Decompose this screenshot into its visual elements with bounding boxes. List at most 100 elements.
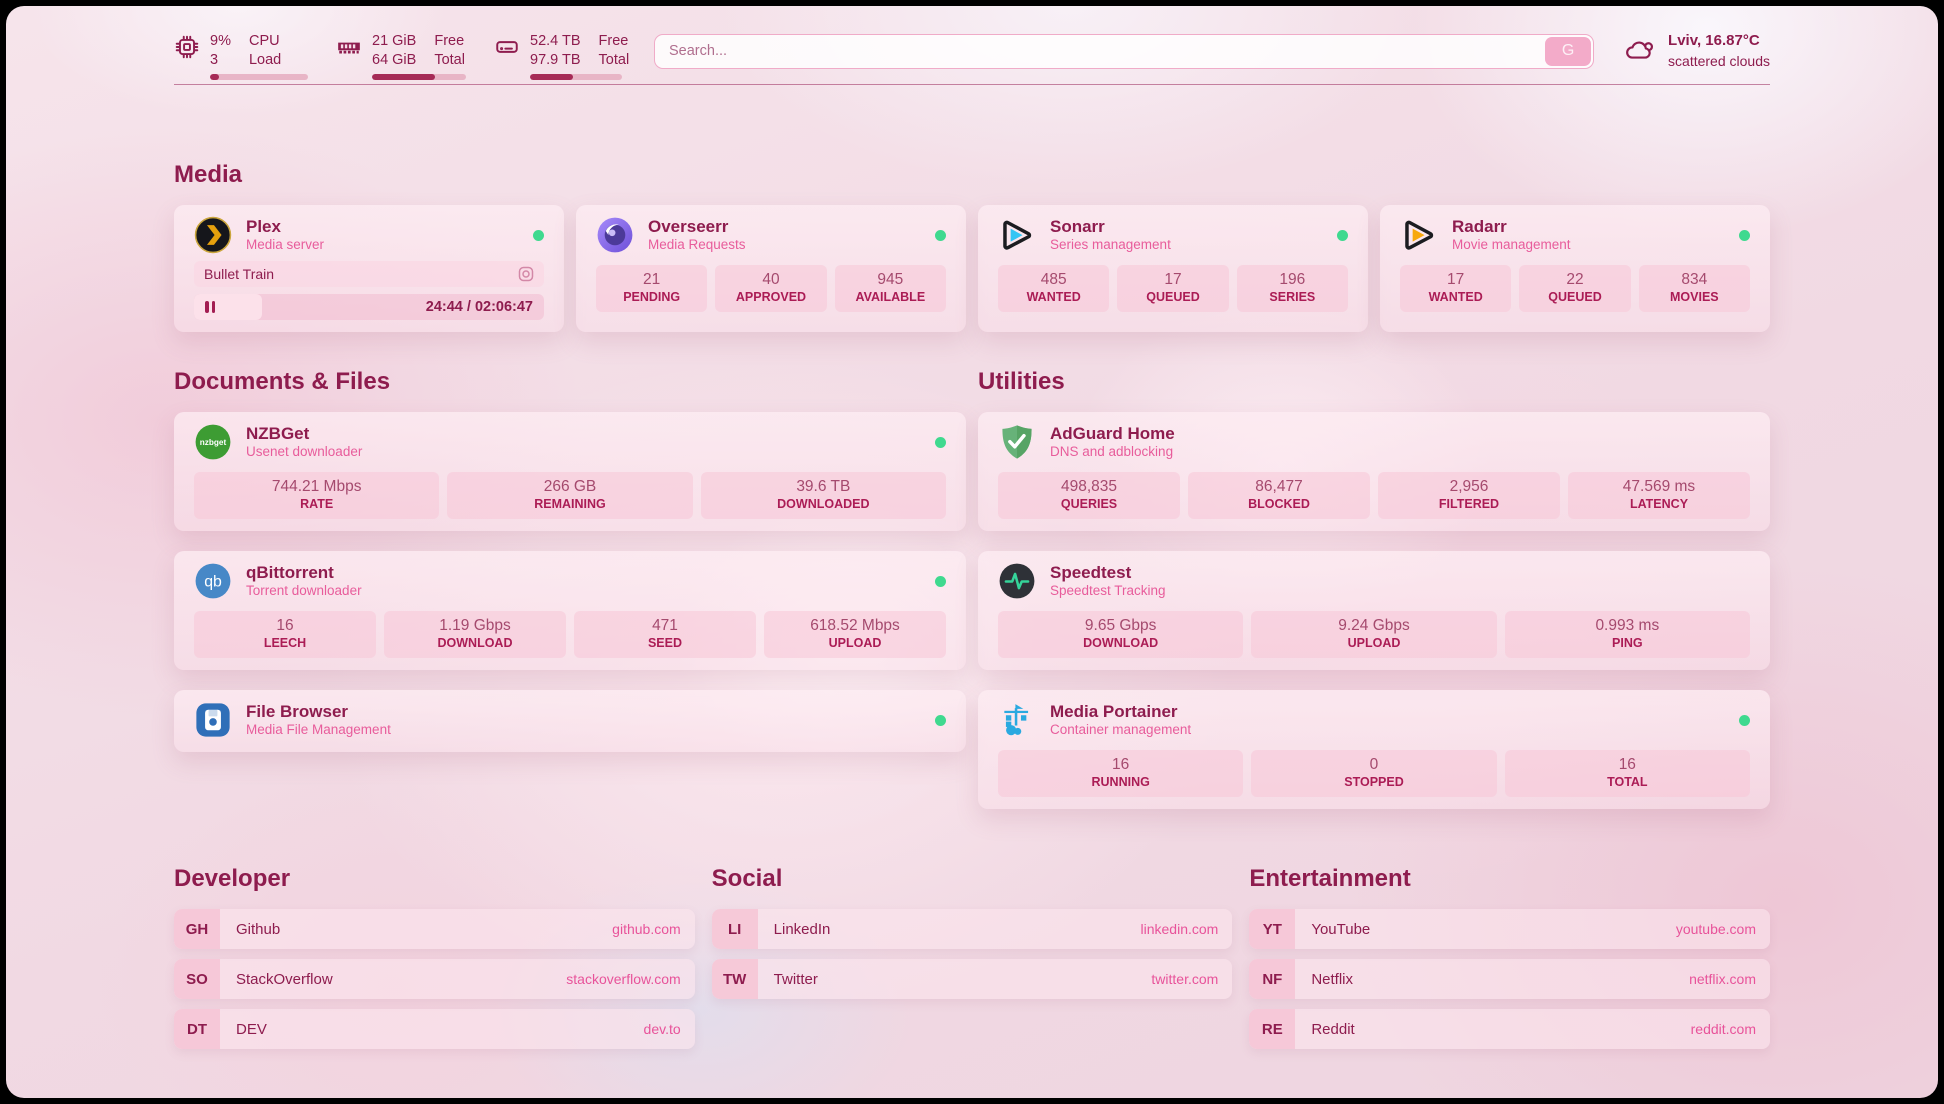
service-link-qbittorrent[interactable]: qb qBittorrent Torrent downloader [194, 561, 946, 601]
service-name: qBittorrent [246, 562, 334, 582]
disk-icon [494, 34, 520, 65]
service-link-portainer[interactable]: Media Portainer Container management [998, 700, 1750, 740]
bookmark-reddit[interactable]: RE Reddit reddit.com [1249, 1009, 1770, 1049]
service-card-plex: Plex Media server Bullet Train [174, 205, 564, 332]
service-desc: Container management [1050, 722, 1192, 738]
stat-value: 618.52 Mbps [810, 617, 900, 634]
disk-value: 52.4 TB [530, 33, 581, 50]
bookmark-url: stackoverflow.com [566, 971, 681, 987]
section-title-documents: Documents & Files [174, 368, 391, 395]
pause-icon[interactable] [205, 301, 215, 313]
bookmark-github[interactable]: GH Github github.com [174, 909, 695, 949]
service-name: AdGuard Home [1050, 423, 1175, 443]
memory-widget: 21 GiB 64 GiB Free Total [336, 32, 468, 80]
bookmark-url: dev.to [643, 1021, 681, 1037]
now-playing-row: Bullet Train [194, 261, 544, 287]
disk-progress-fill [530, 73, 574, 80]
stat-label: FILTERED [1438, 497, 1500, 511]
bookmark-youtube[interactable]: YT YouTube youtube.com [1249, 909, 1770, 949]
service-link-filebrowser[interactable]: File Browser Media File Management [194, 700, 946, 740]
service-name: Sonarr [1050, 216, 1105, 236]
service-name: Speedtest [1050, 562, 1132, 582]
stat-movies: 834 MOVIES [1638, 265, 1750, 312]
stat-total: 16 TOTAL [1504, 750, 1750, 797]
bookmark-abbr: NF [1249, 959, 1296, 999]
service-link-speedtest[interactable]: Speedtest Speedtest Tracking [998, 561, 1750, 601]
stat-label: QUERIES [1060, 497, 1118, 511]
service-link-nzbget[interactable]: nzbget NZBGet Usenet downloader [194, 422, 946, 462]
stat-rate: 744.21 Mbps RATE [194, 472, 440, 519]
status-dot [935, 714, 946, 726]
service-card-adguard: AdGuard Home DNS and adblocking 498,835 … [978, 412, 1770, 531]
stat-seed: 471 SEED [574, 611, 756, 658]
stat-value: 266 GB [543, 478, 597, 495]
disk-sub: 97.9 TB [530, 52, 581, 68]
stat-available: 945 AVAILABLE [834, 265, 946, 312]
bookmark-url: github.com [612, 921, 681, 937]
service-desc: Media File Management [246, 722, 391, 738]
memory-progress-track [372, 73, 466, 80]
stat-label: QUEUED [1146, 290, 1200, 304]
bookmark-url: youtube.com [1675, 921, 1756, 937]
stat-label: WANTED [1428, 290, 1483, 304]
stat-label: SERIES [1269, 290, 1316, 304]
sonarr-icon [998, 216, 1036, 254]
service-link-overseerr[interactable]: Overseerr Media Requests [596, 215, 946, 255]
bookmark-netflix[interactable]: NF Netflix netflix.com [1249, 959, 1770, 999]
memory-value: 21 GiB [372, 33, 417, 50]
bookmark-abbr: DT [174, 1009, 220, 1049]
stat-label: RUNNING [1091, 775, 1150, 789]
stat-pending: 21 PENDING [596, 265, 708, 312]
status-dot [1337, 229, 1348, 241]
stat-value: 0 [1369, 756, 1379, 773]
section-title-media: Media [174, 161, 243, 188]
bookmark-name: Github [236, 920, 281, 938]
cpu-widget: 9% 3 CPU Load [174, 32, 310, 80]
bookmark-twitter[interactable]: TW Twitter twitter.com [711, 959, 1233, 999]
status-dot [935, 575, 946, 587]
bookmark-stackoverflow[interactable]: SO StackOverflow stackoverflow.com [174, 959, 695, 999]
stat-upload: 618.52 Mbps UPLOAD [764, 611, 946, 658]
stat-value: 9.24 Gbps [1338, 617, 1410, 634]
stat-stopped: 0 STOPPED [1251, 750, 1497, 797]
stat-series: 196 SERIES [1236, 265, 1348, 312]
stat-value: 0.993 ms [1595, 617, 1660, 634]
bookmark-dev[interactable]: DT DEV dev.to [174, 1009, 695, 1049]
service-link-plex[interactable]: Plex Media server [194, 215, 544, 255]
search-go-button[interactable]: G [1545, 36, 1592, 66]
section-title-utilities: Utilities [978, 368, 1065, 395]
service-link-radarr[interactable]: Radarr Movie management [1400, 215, 1750, 255]
stat-wanted: 485 WANTED [998, 265, 1110, 312]
stat-value: 40 [762, 271, 780, 288]
service-link-sonarr[interactable]: Sonarr Series management [998, 215, 1348, 255]
memory-sub: 64 GiB [372, 52, 417, 68]
service-name: Radarr [1452, 216, 1507, 236]
stat-value: 47.569 ms [1622, 478, 1696, 495]
now-playing-view-icon[interactable] [518, 266, 534, 282]
stat-queued: 17 QUEUED [1117, 265, 1229, 312]
service-desc: Media Requests [648, 237, 746, 253]
stat-label: APPROVED [735, 290, 807, 304]
stat-value: 86,477 [1255, 478, 1303, 495]
service-card-sonarr: Sonarr Series management 485 WANTED 17 Q… [978, 205, 1368, 332]
stat-label: SEED [647, 636, 683, 650]
service-name: Overseerr [648, 216, 729, 236]
bookmark-linkedin[interactable]: LI LinkedIn linkedin.com [711, 909, 1233, 949]
media-player-time: 24:44 / 02:06:47 [425, 299, 533, 315]
bookmark-abbr: RE [1249, 1009, 1296, 1049]
stat-label: UPLOAD [828, 636, 882, 650]
stat-value: 21 [643, 271, 661, 288]
search-input[interactable] [655, 34, 1544, 68]
weather-widget: Lviv, 16.87°C scattered clouds [1624, 31, 1770, 70]
stat-ping: 0.993 ms PING [1504, 611, 1750, 658]
stat-label: MOVIES [1670, 290, 1719, 304]
stat-label: PING [1612, 636, 1643, 650]
service-link-adguard[interactable]: AdGuard Home DNS and adblocking [998, 422, 1750, 462]
status-dot [935, 229, 946, 241]
stat-value: 16 [276, 617, 294, 634]
svg-text:nzbget: nzbget [200, 438, 227, 447]
qbittorrent-icon: qb [194, 562, 232, 600]
bookmark-name: LinkedIn [773, 920, 831, 938]
stat-label: PENDING [623, 290, 681, 304]
service-desc: Movie management [1452, 237, 1571, 253]
